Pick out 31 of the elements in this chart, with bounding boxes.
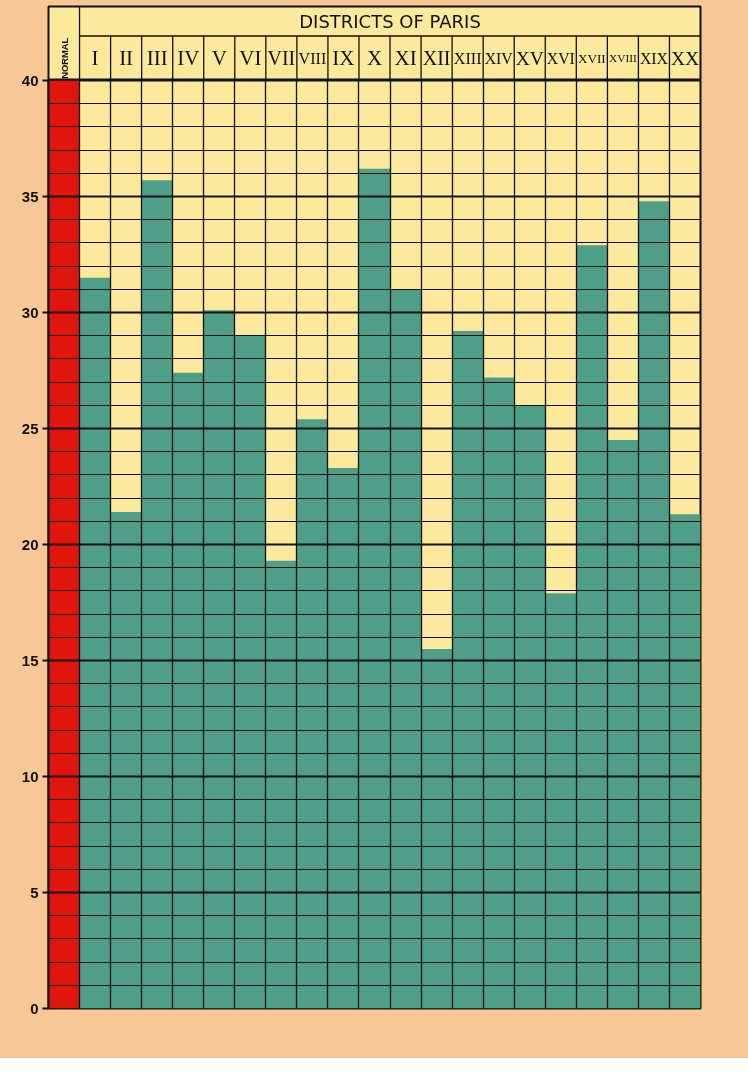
- y-tick-label: 25: [21, 419, 39, 437]
- y-tick-label: 20: [21, 535, 39, 553]
- x-tick-label: VIII: [298, 49, 327, 67]
- x-tick-label: NORMAL: [58, 37, 70, 79]
- y-tick-label: 40: [21, 71, 39, 89]
- x-tick-label: XVIII: [608, 52, 637, 65]
- x-tick-label: IV: [177, 46, 200, 71]
- y-tick-label: 10: [21, 767, 39, 785]
- x-tick-label: VI: [239, 46, 262, 71]
- x-tick-label: XIX: [639, 49, 669, 67]
- y-tick-label: 30: [21, 303, 39, 321]
- x-tick-label: VII: [267, 47, 296, 70]
- x-axis-title: DISTRICTS OF PARIS: [299, 10, 481, 32]
- x-tick-label: I: [91, 46, 99, 71]
- x-tick-label: II: [119, 46, 134, 71]
- x-tick-label: XVI: [546, 49, 575, 67]
- x-tick-label: V: [211, 46, 227, 71]
- x-tick-label: XIV: [484, 49, 514, 67]
- x-tick-label: XX: [670, 47, 700, 69]
- y-tick-label: 0: [30, 999, 39, 1017]
- y-tick-label: 5: [30, 883, 39, 901]
- x-tick-label: III: [146, 46, 168, 71]
- x-tick-label: XII: [422, 47, 451, 70]
- x-tick-label: XVII: [577, 50, 606, 66]
- x-tick-label: XIII: [453, 49, 482, 67]
- x-tick-label: XI: [394, 46, 417, 71]
- y-tick-label: 15: [21, 651, 39, 669]
- x-tick-label: IX: [332, 46, 355, 71]
- x-tick-label: X: [366, 46, 383, 71]
- x-tick-label: XV: [515, 47, 544, 69]
- y-tick-label: 35: [21, 187, 39, 205]
